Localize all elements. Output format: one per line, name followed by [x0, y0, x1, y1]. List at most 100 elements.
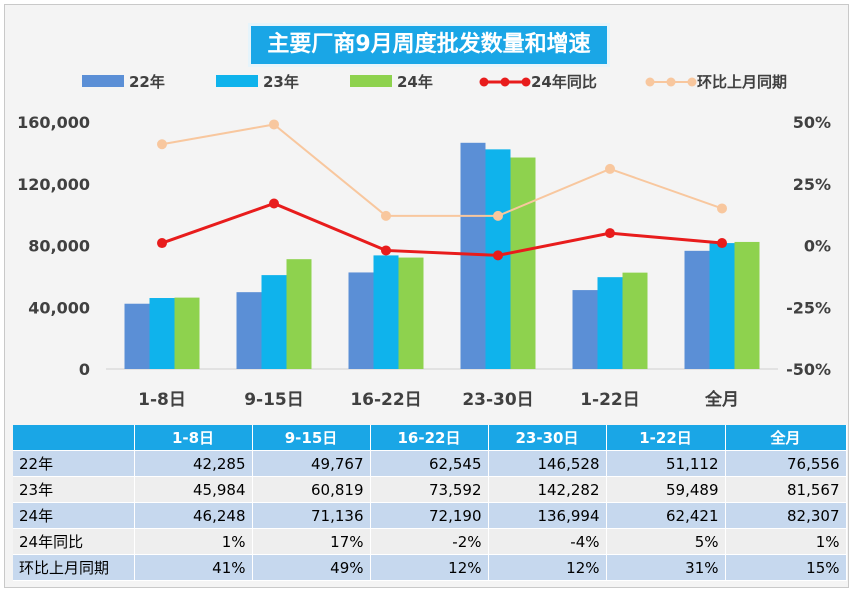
- legend-label: 23年: [263, 73, 299, 91]
- table-row-label: 24年同比: [13, 528, 135, 555]
- table-header-cell: [13, 425, 135, 451]
- y-right-tick-label: -25%: [786, 298, 831, 317]
- y-right-tick-label: 25%: [793, 175, 831, 194]
- table-cell: 31%: [606, 554, 726, 581]
- table-cell: 49%: [252, 554, 371, 581]
- table-header-cell: 1-8日: [134, 425, 253, 451]
- point-24年同比: [605, 228, 615, 239]
- bar-24年: [174, 297, 200, 369]
- bar-24年: [622, 272, 648, 369]
- table-cell: 81,567: [725, 476, 847, 503]
- bar-22年: [684, 250, 710, 369]
- bar-23年: [261, 275, 287, 369]
- table-header-cell: 全月: [725, 425, 847, 451]
- legend-swatch: [82, 75, 124, 87]
- table-row: 24年同比 1% 17% -2% -4% 5% 1%: [13, 528, 847, 555]
- point-环比上月同期: [269, 119, 279, 130]
- data-table: 1-8日 9-15日 16-22日 23-30日 1-22日 全月 22年 42,285 49,…: [13, 425, 847, 581]
- bar-23年: [373, 255, 399, 369]
- table-cell: 73,592: [370, 476, 489, 503]
- x-tick-label: 1-22日: [580, 390, 640, 410]
- table-cell: 1%: [725, 528, 847, 555]
- table-row-label: 环比上月同期: [13, 554, 135, 581]
- bar-22年: [124, 303, 150, 369]
- x-tick-label: 9-15日: [244, 390, 304, 410]
- legend-swatch: [350, 75, 392, 87]
- legend-swatch: [216, 75, 258, 87]
- bar-24年: [398, 257, 424, 369]
- legend-label: 24年: [397, 73, 433, 91]
- table-header-row: 1-8日 9-15日 16-22日 23-30日 1-22日 全月: [13, 425, 847, 451]
- table-cell: 71,136: [252, 502, 371, 529]
- table-cell: 136,994: [488, 502, 607, 529]
- table-cell: 5%: [606, 528, 726, 555]
- table-row: 23年 45,984 60,819 73,592 142,282 59,489 81,567: [13, 476, 847, 503]
- table-cell: 76,556: [725, 450, 847, 477]
- table-cell: 51,112: [606, 450, 726, 477]
- point-24年同比: [157, 238, 167, 249]
- table-header-cell: 23-30日: [488, 425, 607, 451]
- y-left-tick-label: 160,000: [17, 113, 90, 132]
- table-cell: 62,421: [606, 502, 726, 529]
- point-环比上月同期: [605, 163, 615, 174]
- point-24年同比: [381, 245, 391, 256]
- table-cell: 42,285: [134, 450, 253, 477]
- table-row-label: 24年: [13, 502, 135, 529]
- bar-22年: [348, 272, 374, 369]
- chart-svg: 0 40,000 80,000 120,000 160,000 -50% -25% 0% 25%…: [17, 73, 831, 410]
- table-cell: 82,307: [725, 502, 847, 529]
- point-环比上月同期: [493, 210, 503, 221]
- point-环比上月同期: [381, 210, 391, 221]
- table-cell: 12%: [370, 554, 489, 581]
- point-24年同比: [269, 198, 279, 209]
- legend-label: 环比上月同期: [697, 73, 787, 91]
- table-cell: 45,984: [134, 476, 253, 503]
- legend-marker: [645, 77, 655, 87]
- bar-24年: [510, 157, 536, 369]
- y-right-tick-label: 0%: [804, 237, 831, 256]
- table-cell: 62,545: [370, 450, 489, 477]
- table-row-label: 22年: [13, 450, 135, 477]
- bar-22年: [236, 292, 262, 369]
- legend-marker: [521, 77, 531, 87]
- table-row: 22年 42,285 49,767 62,545 146,528 51,112 76,556: [13, 450, 847, 477]
- legend-marker: [500, 77, 510, 87]
- bar-24年: [734, 241, 760, 369]
- table-row: 24年 46,248 71,136 72,190 136,994 62,421 82,307: [13, 502, 847, 529]
- table-row: 环比上月同期 41% 49% 12% 12% 31% 15%: [13, 554, 847, 581]
- y-left-tick-label: 40,000: [28, 298, 90, 317]
- table-cell: -4%: [488, 528, 607, 555]
- legend-label: 24年同比: [531, 73, 597, 91]
- point-环比上月同期: [157, 139, 167, 150]
- table-cell: 12%: [488, 554, 607, 581]
- table-header-cell: 16-22日: [370, 425, 489, 451]
- x-tick-label: 1-8日: [138, 390, 186, 410]
- table-cell: 15%: [725, 554, 847, 581]
- line-环比上月同期: [161, 123, 723, 217]
- y-right-tick-label: 50%: [793, 113, 831, 132]
- legend-marker: [687, 77, 697, 87]
- table-cell: 146,528: [488, 450, 607, 477]
- x-tick-label: 16-22日: [350, 390, 421, 410]
- point-环比上月同期: [717, 203, 727, 214]
- table-cell: 49,767: [252, 450, 371, 477]
- table-cell: 17%: [252, 528, 371, 555]
- y-left-tick-label: 80,000: [28, 237, 90, 256]
- point-24年同比: [493, 250, 503, 261]
- table-cell: 72,190: [370, 502, 489, 529]
- table-row-label: 23年: [13, 476, 135, 503]
- table-cell: -2%: [370, 528, 489, 555]
- y-left-tick-label: 120,000: [17, 175, 90, 194]
- point-24年同比: [717, 238, 727, 249]
- chart-title: 主要厂商9月周度批发数量和增速: [248, 23, 610, 67]
- bar-24年: [286, 259, 312, 369]
- legend-marker: [666, 77, 676, 87]
- legend-marker: [479, 77, 489, 87]
- line-24年同比: [161, 201, 723, 257]
- table-cell: 60,819: [252, 476, 371, 503]
- table-cell: 46,248: [134, 502, 253, 529]
- table-header-cell: 1-22日: [606, 425, 726, 451]
- x-tick-label: 全月: [704, 389, 739, 410]
- x-tick-label: 23-30日: [462, 390, 533, 410]
- table-cell: 41%: [134, 554, 253, 581]
